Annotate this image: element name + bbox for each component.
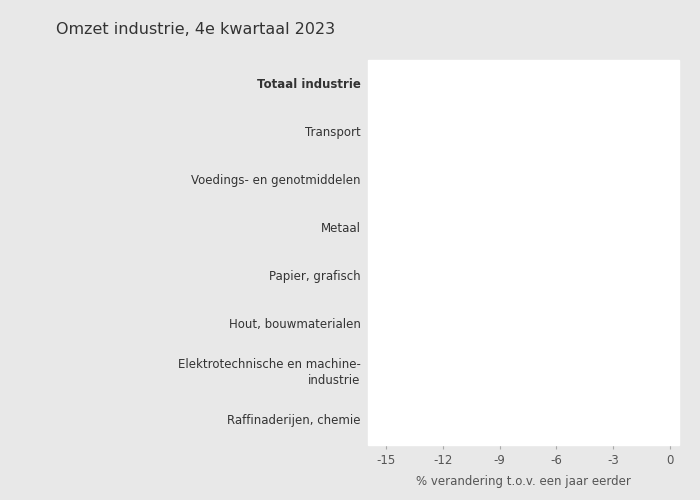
Bar bbox=[462, 312, 670, 338]
Text: Totaal industrie: Totaal industrie bbox=[257, 78, 360, 90]
Text: Voedings- en genotmiddelen: Voedings- en genotmiddelen bbox=[191, 174, 360, 187]
Bar bbox=[622, 119, 670, 146]
X-axis label: % verandering t.o.v. een jaar eerder: % verandering t.o.v. een jaar eerder bbox=[416, 476, 631, 488]
Bar bbox=[500, 71, 670, 98]
Bar bbox=[509, 215, 670, 242]
Bar bbox=[490, 264, 670, 290]
Text: Omzet industrie, 4e kwartaal 2023: Omzet industrie, 4e kwartaal 2023 bbox=[56, 22, 335, 38]
Text: Metaal: Metaal bbox=[321, 222, 360, 235]
Bar bbox=[584, 167, 670, 194]
Text: Elektrotechnische en machine-
industrie: Elektrotechnische en machine- industrie bbox=[178, 358, 360, 388]
Text: Raffinaderijen, chemie: Raffinaderijen, chemie bbox=[227, 414, 360, 428]
Bar bbox=[386, 408, 670, 434]
Text: Hout, bouwmaterialen: Hout, bouwmaterialen bbox=[229, 318, 360, 331]
Bar bbox=[462, 360, 670, 386]
Text: Transport: Transport bbox=[304, 126, 360, 138]
Text: Papier, grafisch: Papier, grafisch bbox=[269, 270, 360, 283]
